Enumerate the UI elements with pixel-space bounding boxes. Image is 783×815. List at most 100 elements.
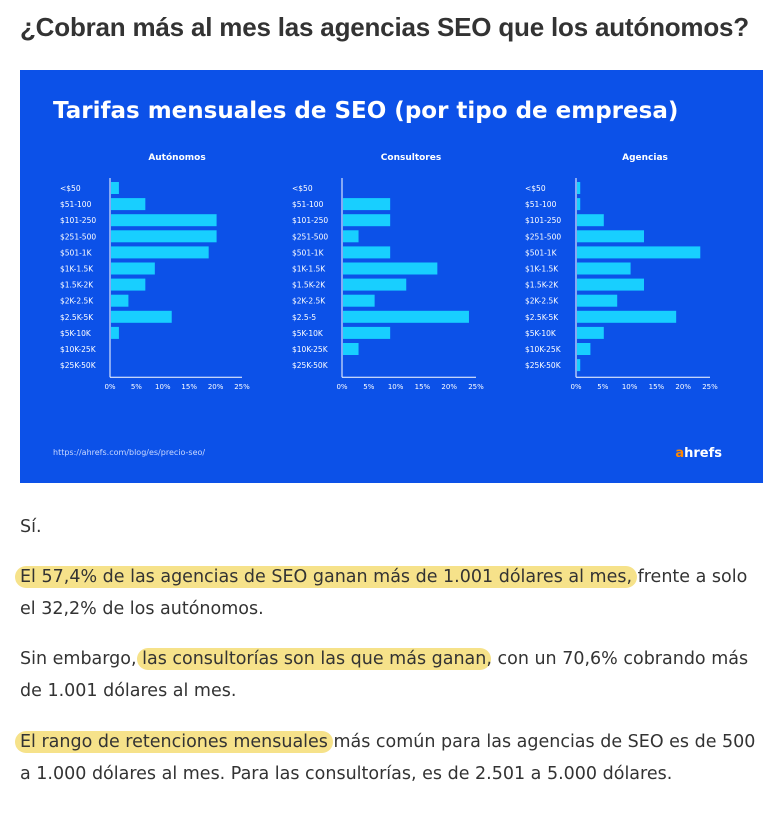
panel-2-category-label: $501-1K (292, 248, 325, 257)
panel-3-x-tick-label: 0% (570, 383, 581, 391)
panel-3-category-label: $25K-50K (525, 361, 562, 370)
panel-3-bar (577, 343, 591, 355)
panel-2-x-tick-label: 10% (388, 383, 404, 391)
ahrefs-logo: ahrefs (675, 446, 722, 461)
panel-3-x-tick-label: 10% (622, 383, 638, 391)
panel-1-category-label: $251-500 (60, 232, 96, 241)
ahrefs-logo-text: hrefs (684, 446, 722, 461)
panel-3-category-label: $101-250 (525, 216, 561, 225)
panel-2-category-label: $251-500 (292, 232, 328, 241)
panel-3-bar (577, 294, 618, 307)
panel-3-x-tick-label: 20% (675, 383, 691, 391)
panel-2-bar (343, 343, 359, 355)
panel-1-bar (111, 182, 119, 194)
panel-3-category-label: $1.5K-2K (525, 281, 559, 290)
panel-3-category-label: $251-500 (525, 232, 561, 241)
panel-3-bar (577, 198, 581, 211)
panel-3-bar (577, 230, 644, 243)
panel-2-bar (343, 230, 359, 243)
source-url: https://ahrefs.com/blog/es/precio-seo/ (53, 448, 205, 457)
panel-1-bar (111, 310, 172, 323)
panel-2-category-label: $10K-25K (292, 345, 329, 354)
panel-2-bar (343, 294, 375, 307)
panel-2-x-tick-label: 20% (441, 383, 457, 391)
panel-3-x-tick-label: 15% (649, 383, 665, 391)
panel-1-bar (111, 246, 209, 259)
seo-pricing-chart: Tarifas mensuales de SEO (por tipo de em… (53, 98, 722, 461)
panel-1-category-label: $1.5K-2K (60, 281, 94, 290)
panel-2-x-tick-label: 15% (415, 383, 431, 391)
panel-2-bar (343, 278, 407, 291)
answer-text: Sí. (20, 517, 42, 537)
panel-2-bar (343, 262, 438, 275)
panel-1-x-tick-label: 10% (155, 383, 171, 391)
panel-3-bar (577, 262, 631, 275)
panel-1-category-label: <$50 (60, 184, 81, 193)
seo-pricing-chart-figure: Tarifas mensuales de SEO (por tipo de em… (20, 70, 763, 483)
panel-1-title: Autónomos (148, 152, 205, 163)
panel-2-x-tick-label: 0% (336, 383, 347, 391)
panel-2-category-label: $2K-2.5K (292, 297, 326, 306)
panel-1-bar (111, 278, 146, 291)
panel-2-bar (343, 310, 469, 323)
panel-1-bar (111, 294, 129, 307)
panel-2-bar (343, 326, 391, 339)
panel-3-category-label: $2.5K-5K (525, 313, 559, 322)
panel-1-category-label: $2K-2.5K (60, 297, 94, 306)
ahrefs-logo-accent: a (675, 446, 684, 461)
panel-1-bar (111, 214, 217, 227)
panel-3-category-label: $501-1K (525, 248, 558, 257)
article-heading: ¿Cobran más al mes las agencias SEO que … (20, 12, 749, 42)
highlight-consultancies: las consultorías son las que más ganan (137, 648, 492, 670)
panel-1-category-label: $501-1K (60, 248, 93, 257)
panel-2-category-label: $51-100 (292, 200, 324, 209)
panel-1-bar (111, 230, 217, 243)
panel-3-category-label: <$50 (525, 184, 546, 193)
chart-title: Tarifas mensuales de SEO (por tipo de em… (53, 98, 678, 124)
panel-2-category-label: $2.5-5 (292, 313, 316, 322)
paragraph-consultancies-rest: , con un 70,6% cobrando más de 1.001 dól… (20, 649, 749, 701)
panel-1-x-tick-label: 5% (131, 383, 142, 391)
panel-1-x-tick-label: 15% (181, 383, 197, 391)
panel-1-bar (111, 326, 119, 339)
panel-1-x-tick-label: 20% (208, 383, 224, 391)
panel-3-title: Agencias (622, 153, 668, 163)
panel-2-x-tick-label: 5% (363, 383, 374, 391)
panel-1-category-label: $1K-1.5K (60, 265, 94, 274)
paragraph-retainers: El rango de retenciones mensuales más co… (15, 726, 760, 790)
panel-2-x-tick-label: 25% (468, 383, 484, 391)
panel-3-bar (577, 359, 581, 372)
panel-3-bar (577, 182, 581, 194)
panel-3-x-tick-label: 5% (597, 383, 608, 391)
panel-3-bar (577, 326, 604, 339)
panel-3-x-tick-label: 25% (702, 383, 718, 391)
panel-2-title: Consultores (381, 153, 441, 163)
panel-1-category-label: $10K-25K (60, 345, 97, 354)
panel-1-category-label: $51-100 (60, 200, 92, 209)
panel-3-category-label: $1K-1.5K (525, 265, 559, 274)
panel-1-category-label: $25K-50K (60, 361, 97, 370)
panel-2-category-label: <$50 (292, 184, 313, 193)
panel-2-category-label: $25K-50K (292, 361, 329, 370)
panel-1-category-label: $5K-10K (60, 329, 92, 338)
panel-2-category-label: $101-250 (292, 216, 328, 225)
panel-3-bar (577, 310, 677, 323)
paragraph-consultancies-intro: Sin embargo, (20, 649, 143, 669)
panel-2-bar (343, 246, 391, 259)
panel-2-category-label: $1K-1.5K (292, 265, 326, 274)
panel-1-x-tick-label: 0% (104, 383, 115, 391)
panel-1-bar (111, 262, 155, 275)
paragraph-agencies: El 57,4% de las agencias de SEO ganan má… (15, 561, 760, 625)
panel-2-bar (343, 198, 391, 211)
panel-2-bar (343, 214, 391, 227)
highlight-retainers: El rango de retenciones mensuales (15, 731, 333, 753)
panel-3-bar (577, 278, 644, 291)
panel-3-bar (577, 246, 701, 259)
panel-1-category-label: $2.5K-5K (60, 313, 94, 322)
panel-2-category-label: $5K-10K (292, 329, 324, 338)
panel-2-category-label: $1.5K-2K (292, 281, 326, 290)
paragraph-agencies-rest: frente a solo el 32,2% de los autónomos. (20, 567, 748, 619)
panel-1-bar (111, 198, 146, 211)
panel-3-category-label: $51-100 (525, 200, 557, 209)
panel-1-x-tick-label: 25% (234, 383, 250, 391)
